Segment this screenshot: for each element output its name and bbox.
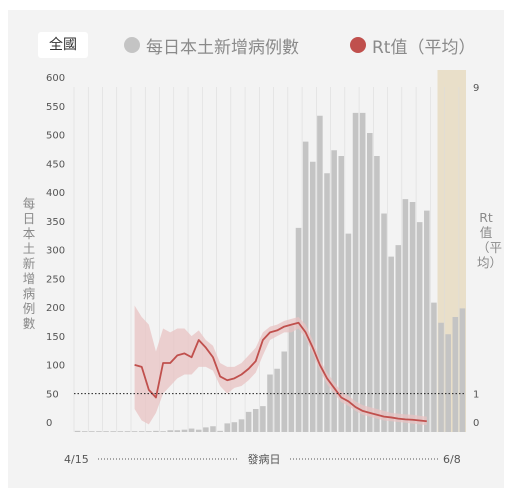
case-bar bbox=[188, 428, 195, 432]
rt-legend-dot-icon bbox=[350, 37, 366, 53]
legend-cases-label: 每日本土新增病例數 bbox=[146, 37, 299, 58]
case-bar bbox=[374, 156, 380, 432]
case-bar bbox=[74, 430, 81, 432]
case-bar bbox=[281, 351, 288, 432]
case-bar bbox=[352, 112, 359, 432]
case-bar bbox=[110, 431, 116, 432]
case-bar bbox=[160, 431, 166, 432]
y-tick-label: 450 bbox=[46, 159, 65, 170]
case-bar bbox=[131, 431, 138, 432]
case-bar bbox=[445, 334, 451, 432]
case-bar bbox=[231, 422, 238, 432]
case-bar bbox=[224, 423, 231, 432]
case-bar bbox=[295, 227, 302, 432]
case-bar bbox=[260, 406, 266, 432]
case-bar bbox=[124, 431, 131, 432]
case-bar bbox=[424, 210, 430, 432]
case-bar bbox=[210, 426, 216, 432]
case-bar bbox=[103, 431, 109, 432]
x-axis-label: 發病日 bbox=[248, 452, 281, 466]
case-bar bbox=[402, 199, 409, 432]
y-tick-label: 300 bbox=[46, 246, 65, 257]
legend-daily-cases: 每日本土新增病例數 bbox=[124, 33, 299, 58]
case-bar bbox=[203, 427, 209, 432]
case-bar bbox=[146, 431, 152, 432]
case-bar bbox=[317, 115, 323, 432]
case-bar bbox=[267, 374, 273, 432]
rt-line bbox=[134, 321, 427, 423]
case-bar bbox=[245, 411, 252, 432]
y2-tick-label: 1 bbox=[473, 390, 479, 401]
case-bar bbox=[438, 322, 444, 432]
case-bar bbox=[117, 431, 124, 432]
y-tick-label: 0 bbox=[46, 418, 52, 429]
case-bar bbox=[338, 156, 345, 432]
case-bar bbox=[174, 430, 181, 432]
case-bar bbox=[288, 325, 295, 432]
case-bar bbox=[274, 368, 280, 432]
case-bar bbox=[217, 430, 223, 432]
case-bar bbox=[416, 222, 423, 432]
region-select-button[interactable]: 全國 bbox=[38, 32, 88, 58]
y-tick-label: 200 bbox=[46, 303, 65, 314]
y-tick-label: 350 bbox=[46, 217, 65, 228]
case-bar bbox=[167, 430, 173, 432]
x-start-label: 4/15 bbox=[64, 453, 89, 466]
case-bar bbox=[324, 173, 330, 432]
legend-rt-label: Rt值（平均） bbox=[372, 37, 476, 58]
case-bar bbox=[452, 317, 459, 432]
case-bar bbox=[459, 308, 466, 432]
y-tick-label: 250 bbox=[46, 274, 65, 285]
case-bar bbox=[359, 112, 366, 432]
cases-legend-dot-icon bbox=[124, 37, 140, 53]
y-tick-label: 400 bbox=[46, 188, 65, 199]
case-bar bbox=[331, 150, 337, 432]
case-bar bbox=[81, 431, 88, 432]
y-axis-left-label: 每日本土新增病例數 bbox=[22, 196, 36, 331]
case-bar bbox=[238, 419, 245, 432]
x-end-label: 6/8 bbox=[443, 453, 461, 466]
case-bar bbox=[181, 429, 188, 432]
y-tick-label: 100 bbox=[46, 361, 65, 372]
y-tick-label: 550 bbox=[46, 102, 65, 113]
case-bar bbox=[395, 245, 402, 432]
case-bar bbox=[431, 302, 437, 432]
y-tick-label: 500 bbox=[46, 131, 65, 142]
case-bar bbox=[367, 133, 373, 432]
case-bar bbox=[302, 141, 309, 432]
case-bar bbox=[195, 429, 202, 432]
y-tick-label: 150 bbox=[46, 332, 65, 343]
legend-rt: Rt值（平均） bbox=[350, 33, 476, 58]
case-bar bbox=[309, 161, 316, 432]
case-bar bbox=[252, 409, 259, 432]
y2-tick-label: 0 bbox=[473, 418, 479, 429]
case-bar bbox=[89, 431, 95, 432]
case-bar bbox=[381, 213, 387, 432]
y-tick-label: 600 bbox=[46, 73, 65, 84]
case-bar bbox=[345, 233, 352, 432]
y-tick-label: 50 bbox=[46, 389, 59, 400]
y2-tick-label: 9 bbox=[473, 83, 479, 94]
case-bar bbox=[153, 430, 159, 432]
case-bar bbox=[96, 431, 102, 432]
case-bar bbox=[388, 256, 394, 432]
case-bar bbox=[138, 431, 145, 432]
case-bar bbox=[409, 202, 416, 432]
